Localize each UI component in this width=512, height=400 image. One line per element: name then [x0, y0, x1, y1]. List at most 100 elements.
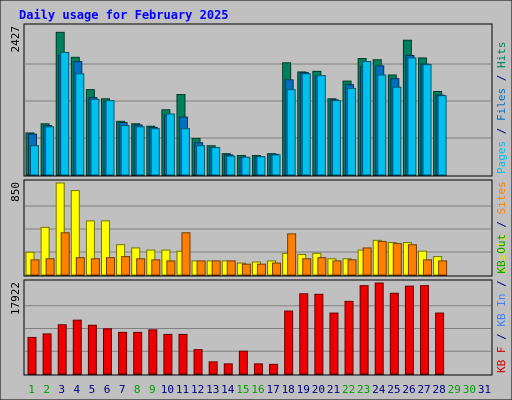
bar-middle-sites-day-3	[60, 232, 70, 276]
x-tick-label-day-25: 25	[387, 383, 400, 396]
legend-item-top-2: Files	[495, 88, 508, 121]
legend-item-middle-0: Visits	[495, 234, 508, 274]
x-tick-label-day-14: 14	[221, 383, 235, 396]
x-tick-label-day-24: 24	[372, 383, 386, 396]
bar-middle-visits-day-4	[70, 190, 80, 276]
chart-panels: 2427 Pages / Files / Hits 850 Visits / Site…	[9, 23, 508, 376]
bar-middle-sites-day-26	[407, 244, 417, 276]
legend-item-middle-1: /	[495, 214, 508, 234]
bar-top-pages-day-1	[30, 145, 39, 176]
bar-bottom-kb-f-day-19	[299, 293, 309, 375]
bar-middle-visits-day-5	[85, 220, 95, 276]
bar-middle-sites-day-10	[166, 260, 176, 276]
bar-middle-sites-day-17	[272, 262, 282, 276]
bar-top-pages-day-2	[45, 126, 55, 176]
bar-bottom-kb-f-day-17	[269, 363, 279, 375]
bar-middle-sites-day-19	[302, 258, 312, 276]
x-tick-label-day-8: 8	[134, 383, 141, 396]
legend-bottom: KB F / KB In / KB Out	[495, 234, 508, 373]
x-tick-label-day-7: 7	[119, 383, 126, 396]
legend-item-bottom-3: /	[495, 274, 508, 294]
bar-middle-sites-day-14	[226, 260, 236, 276]
bar-top-pages-day-17	[271, 154, 281, 176]
x-tick-label-day-10: 10	[161, 383, 174, 396]
bar-bottom-kb-f-day-24	[374, 282, 384, 375]
bar-bottom-kb-f-day-9	[148, 329, 158, 375]
x-tick-label-day-20: 20	[312, 383, 325, 396]
bar-middle-sites-day-6	[105, 257, 115, 276]
bar-top-pages-day-21	[331, 100, 341, 176]
bar-middle-sites-day-22	[347, 259, 357, 276]
bar-middle-sites-day-13	[211, 260, 221, 276]
bar-top-pages-day-9	[150, 128, 160, 176]
bar-bottom-kb-f-day-4	[72, 319, 82, 375]
bar-middle-sites-day-1	[30, 259, 40, 276]
x-tick-label-day-1: 1	[28, 383, 35, 396]
bar-middle-sites-day-5	[90, 258, 100, 276]
bar-bottom-kb-f-day-3	[57, 324, 67, 375]
panel-top: 2427 Pages / Files / Hits	[9, 23, 508, 177]
bar-middle-visits-day-2	[40, 226, 50, 276]
x-tick-label-day-12: 12	[191, 383, 204, 396]
x-tick-label-day-5: 5	[89, 383, 96, 396]
legend-item-bottom-1: /	[495, 327, 508, 347]
x-tick-label-day-11: 11	[176, 383, 189, 396]
bar-top-pages-day-14	[226, 155, 236, 176]
x-tick-label-day-16: 16	[251, 383, 264, 396]
y-max-label-middle: 850	[9, 182, 22, 202]
bar-top-pages-day-23	[362, 61, 372, 176]
bar-top-pages-day-16	[256, 156, 266, 176]
legend-item-middle-2: Sites	[495, 181, 508, 214]
bar-bottom-kb-f-day-1	[27, 336, 37, 375]
legend-item-top-3: /	[495, 68, 508, 88]
x-tick-label-day-4: 4	[74, 383, 81, 396]
legend-top: Pages / Files / Hits	[495, 42, 508, 175]
x-tick-label-day-29: 29	[448, 383, 461, 396]
bar-bottom-kb-f-day-25	[389, 292, 399, 375]
bar-middle-sites-day-18	[287, 233, 297, 276]
bar-bottom-kb-f-day-18	[284, 310, 294, 375]
bar-bottom-kb-f-day-22	[344, 300, 354, 375]
bar-top-pages-day-3	[60, 51, 70, 176]
bar-top-pages-day-12	[196, 145, 206, 176]
bar-bottom-kb-f-day-15	[238, 350, 248, 375]
legend-item-bottom-2: KB In	[495, 294, 508, 327]
x-axis-tick-labels: 1 2 3 4 5 6 7 8 9 10 11 12 13 14 15 16 17 18 19 20 21 22 23 24 2…	[28, 383, 491, 396]
bar-bottom-kb-f-day-8	[133, 331, 143, 375]
bar-middle-sites-day-25	[392, 243, 402, 276]
chart-title: Daily usage for February 2025	[19, 8, 229, 22]
bar-top-pages-day-15	[241, 156, 251, 176]
bar-middle-sites-day-12	[196, 260, 206, 276]
bar-bottom-kb-f-day-20	[314, 293, 324, 375]
bar-top-pages-day-13	[211, 147, 221, 176]
bar-middle-sites-day-20	[317, 257, 327, 276]
bar-middle-sites-day-23	[362, 247, 372, 276]
panel-middle: 850 Visits / Sites	[9, 179, 508, 277]
bar-bottom-kb-f-day-16	[253, 363, 263, 375]
bar-top-pages-day-20	[316, 75, 326, 176]
bar-bottom-kb-f-day-12	[193, 349, 203, 375]
bar-middle-sites-day-8	[136, 258, 146, 276]
legend-item-bottom-4: KB Out	[495, 234, 508, 274]
x-tick-label-day-31: 31	[478, 383, 491, 396]
bar-top-pages-day-19	[301, 73, 311, 176]
bar-middle-sites-day-28	[438, 260, 448, 276]
bar-bottom-kb-f-day-6	[102, 328, 112, 375]
x-tick-label-day-13: 13	[206, 383, 219, 396]
bar-bottom-kb-f-day-14	[223, 363, 233, 375]
bar-middle-sites-day-24	[377, 240, 387, 276]
legend-item-top-4: Hits	[495, 42, 508, 69]
x-tick-label-day-30: 30	[463, 383, 476, 396]
legend-item-top-0: Pages	[495, 141, 508, 174]
x-tick-label-day-3: 3	[58, 383, 65, 396]
bar-middle-sites-day-2	[45, 258, 55, 276]
bar-bottom-kb-f-day-2	[42, 333, 52, 375]
bar-middle-visits-day-6	[100, 220, 110, 276]
bar-bottom-kb-f-day-11	[178, 333, 188, 375]
legend-item-bottom-0: KB F	[495, 347, 508, 374]
bar-top-pages-day-26	[407, 57, 417, 176]
bar-bottom-kb-f-day-23	[359, 285, 369, 375]
x-tick-label-day-19: 19	[297, 383, 310, 396]
x-tick-label-day-17: 17	[266, 383, 279, 396]
